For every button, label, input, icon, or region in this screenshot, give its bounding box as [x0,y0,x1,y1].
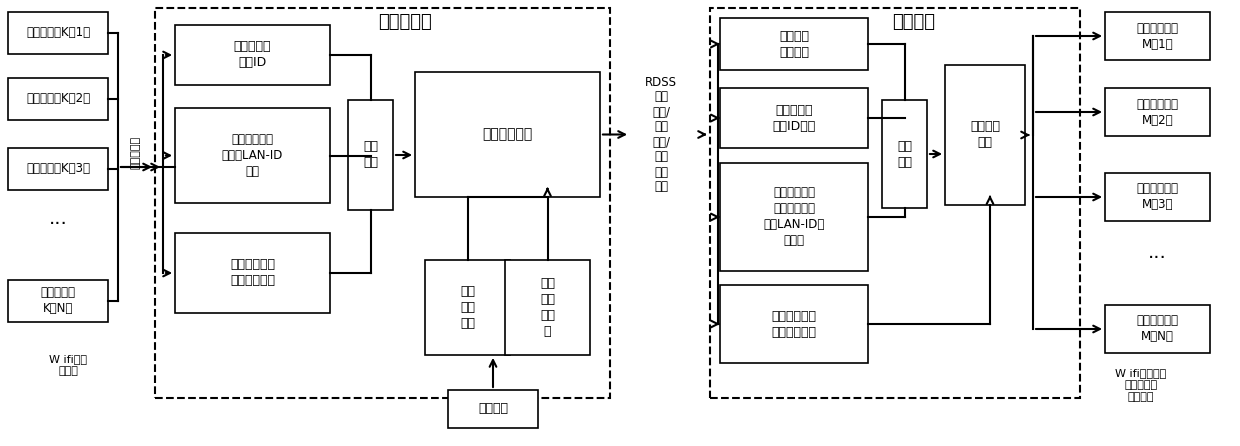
Text: 传输链路
选择: 传输链路 选择 [970,120,999,149]
FancyBboxPatch shape [720,285,868,363]
Text: 源通信终端K（2）: 源通信终端K（2） [26,92,91,106]
Text: W ifi、蓝
牙链路: W ifi、蓝 牙链路 [50,354,87,376]
FancyBboxPatch shape [945,65,1025,205]
Text: 微基站接入身
份标识LAN-ID
分配: 微基站接入身 份标识LAN-ID 分配 [222,133,283,178]
FancyBboxPatch shape [425,260,510,355]
FancyBboxPatch shape [7,280,108,322]
Text: 目标通信终端
M（2）: 目标通信终端 M（2） [1137,98,1178,127]
FancyBboxPatch shape [720,88,868,148]
FancyBboxPatch shape [505,260,590,355]
Text: 目标通信终端
标识信息提取: 目标通信终端 标识信息提取 [229,259,275,288]
Text: 目标通信终端
M（N）: 目标通信终端 M（N） [1137,314,1178,343]
FancyBboxPatch shape [448,390,538,428]
FancyBboxPatch shape [7,148,108,190]
FancyBboxPatch shape [7,12,108,54]
Text: 路由
自适
应调
整: 路由 自适 应调 整 [539,277,556,338]
Text: 源通信终端微
基站接入身份
标识LAN-ID信
息提取: 源通信终端微 基站接入身份 标识LAN-ID信 息提取 [764,186,825,248]
Text: 目标通信终端
M（1）: 目标通信终端 M（1） [1137,21,1178,50]
Text: RDSS
卫星
链路/
有线
链路/
移动
通信
链路: RDSS 卫星 链路/ 有线 链路/ 移动 通信 链路 [645,75,677,194]
FancyBboxPatch shape [175,233,330,313]
Text: ...: ... [48,208,67,227]
FancyBboxPatch shape [1105,12,1210,60]
FancyBboxPatch shape [1105,173,1210,221]
Text: 信息
组包: 信息 组包 [897,140,911,169]
Text: 源通信终端K（3）: 源通信终端K（3） [26,162,91,175]
FancyBboxPatch shape [882,100,928,208]
Text: 传输链路选择: 传输链路选择 [482,128,533,141]
FancyBboxPatch shape [175,25,330,85]
FancyBboxPatch shape [7,78,108,120]
Text: 目标通信终端
标识信息提取: 目标通信终端 标识信息提取 [771,310,816,339]
FancyBboxPatch shape [348,100,393,210]
FancyBboxPatch shape [720,18,868,70]
Text: 控制中心
标识信息: 控制中心 标识信息 [779,29,808,58]
Text: 源通信终端K（1）: 源通信终端K（1） [26,26,91,40]
FancyBboxPatch shape [720,163,868,271]
FancyBboxPatch shape [1105,88,1210,136]
Text: 北斗微基站
北斗ID提取: 北斗微基站 北斗ID提取 [773,103,816,132]
Text: 控制中心: 控制中心 [892,13,935,31]
FancyBboxPatch shape [175,108,330,203]
Text: 多用户接入: 多用户接入 [131,136,141,169]
FancyBboxPatch shape [1105,305,1210,353]
Text: 信息
组包: 信息 组包 [363,140,378,169]
Text: 源通信终端
K（N）: 源通信终端 K（N） [41,286,76,315]
FancyBboxPatch shape [415,72,600,197]
Text: 目标通信终端
M（3）: 目标通信终端 M（3） [1137,182,1178,211]
Text: 北斗微基站: 北斗微基站 [378,13,432,31]
Text: ...: ... [1148,243,1167,261]
Text: 路由
策略
设置: 路由 策略 设置 [460,285,475,330]
Text: W ifi、移动通
信、光纤等
各种链路: W ifi、移动通 信、光纤等 各种链路 [1115,368,1167,401]
Text: 人工设置: 人工设置 [477,402,508,416]
Text: 北斗微基站
北斗ID: 北斗微基站 北斗ID [234,41,272,70]
